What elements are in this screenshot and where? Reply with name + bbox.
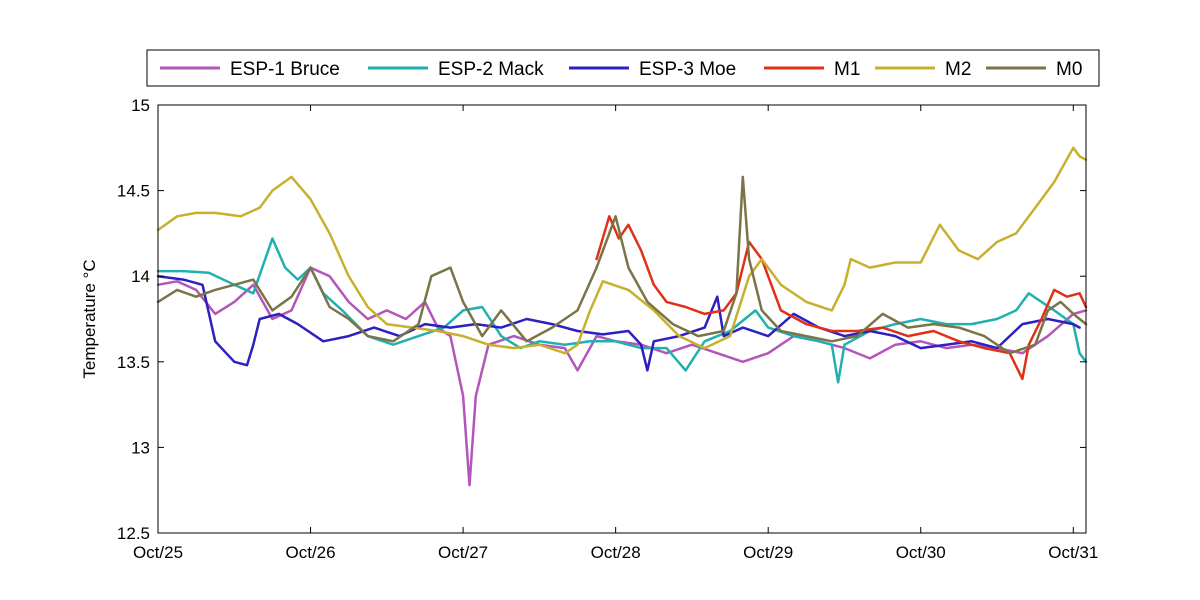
x-tick-label: Oct/30 (896, 543, 946, 562)
x-tick-label: Oct/31 (1048, 543, 1098, 562)
series-line-m0 (156, 175, 1088, 355)
y-tick-label: 13.5 (117, 353, 150, 372)
plot-area (158, 105, 1086, 533)
series-line-esp-3-moe (156, 274, 1081, 372)
plot-frame (157, 104, 1087, 534)
legend-label-m1: M1 (834, 59, 860, 80)
series-lines (156, 146, 1088, 487)
legend-label-esp-1-bruce: ESP-1 Bruce (230, 59, 340, 80)
y-tick-label: 14 (131, 267, 150, 286)
legend-label-esp-2-mack: ESP-2 Mack (438, 59, 544, 80)
legend-label-esp-3-moe: ESP-3 Moe (639, 59, 736, 80)
x-tick-label: Oct/25 (133, 543, 183, 562)
legend-label-m0: M0 (1056, 59, 1082, 80)
legend: ESP-1 Bruce ESP-2 Mack ESP-3 Moe M1 M2 M0 (146, 49, 1100, 87)
x-tick-label: Oct/29 (743, 543, 793, 562)
series-line-m2 (156, 146, 1088, 355)
y-axis-title: Temperature °C (80, 259, 99, 378)
x-tick-label: Oct/27 (438, 543, 488, 562)
legend-label-m2: M2 (945, 59, 971, 80)
x-axis: Oct/25 Oct/26 Oct/27 Oct/28 Oct/29 Oct/30 Oct/… (133, 105, 1098, 562)
y-tick-label: 15 (131, 96, 150, 115)
y-tick-label: 14.5 (117, 182, 150, 201)
y-tick-label: 13 (131, 438, 150, 457)
y-axis: 12.5 13 13.5 14 14.5 15 (117, 96, 1086, 543)
series-line-m1 (595, 215, 1088, 381)
x-tick-label: Oct/26 (286, 543, 336, 562)
x-tick-label: Oct/28 (591, 543, 641, 562)
y-tick-label: 12.5 (117, 524, 150, 543)
